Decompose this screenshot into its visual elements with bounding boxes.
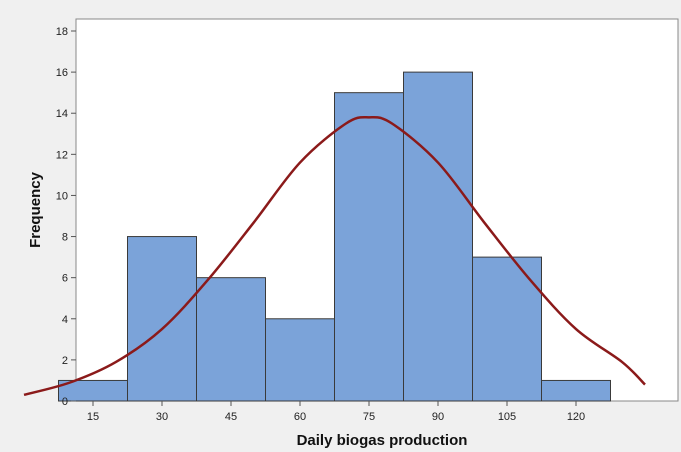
bar-75 — [334, 92, 404, 402]
bar-45 — [196, 277, 266, 402]
x-tick-label: 105 — [498, 411, 516, 423]
y-tick-label: 8 — [62, 232, 68, 244]
y-tick-label: 10 — [56, 190, 68, 202]
x-tick-label: 15 — [87, 411, 99, 423]
x-tick-label: 90 — [432, 411, 444, 423]
bar-105 — [472, 256, 542, 402]
y-tick-label: 6 — [62, 273, 68, 285]
x-tick-label: 30 — [156, 411, 168, 423]
y-tick-label: 12 — [56, 149, 68, 161]
normal-fit-curve — [23, 115, 646, 397]
x-axis-title: Daily biogas production — [297, 432, 468, 449]
y-tick-label: 14 — [56, 108, 68, 120]
bar-90 — [403, 71, 473, 402]
bar-60 — [265, 318, 335, 402]
bar-30 — [127, 236, 197, 402]
y-tick-label: 18 — [56, 26, 68, 38]
x-tick-label: 45 — [225, 411, 237, 423]
y-tick-label: 4 — [62, 314, 68, 326]
bar-120 — [541, 379, 611, 402]
x-tick-label: 120 — [567, 411, 585, 423]
y-axis-title: Frequency — [27, 171, 44, 248]
y-tick-label: 16 — [56, 67, 68, 79]
y-tick-label: 2 — [62, 355, 68, 367]
x-tick-label: 75 — [363, 411, 375, 423]
y-tick-label: 0 — [62, 396, 68, 408]
x-tick-label: 60 — [294, 411, 306, 423]
